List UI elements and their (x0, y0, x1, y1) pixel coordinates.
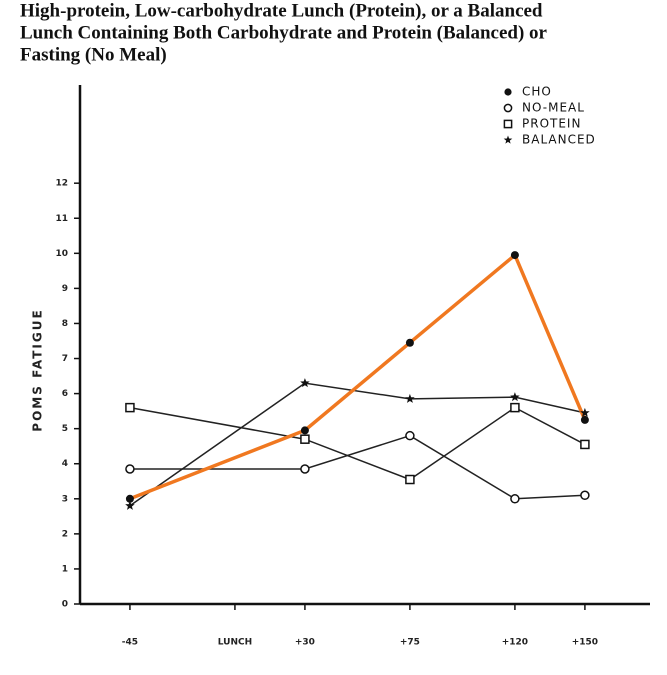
y-tick-label: 7 (62, 354, 68, 364)
x-tick-label: +120 (502, 638, 528, 648)
marker (405, 338, 414, 347)
y-tick-label: 1 (62, 564, 68, 574)
caption-line: Lunch Containing Both Carbohydrate and P… (20, 22, 548, 43)
marker (580, 490, 590, 501)
y-tick-label: 5 (62, 424, 68, 434)
legend-marker (504, 88, 512, 96)
y-tick-label: 11 (55, 214, 68, 224)
marker (300, 464, 310, 474)
y-tick-label: 2 (62, 529, 68, 539)
marker (580, 415, 589, 424)
marker (510, 402, 520, 413)
marker (580, 407, 590, 417)
marker (125, 494, 134, 503)
y-tick-label: 0 (62, 600, 68, 610)
marker (125, 500, 135, 510)
y-axis-label: POMS FATIGUE (31, 308, 45, 431)
marker (300, 434, 310, 444)
legend-marker (503, 103, 513, 113)
caption-line: High-protein, Low-carbohydrate Lunch (Pr… (20, 0, 543, 21)
marker (405, 474, 415, 485)
marker (510, 494, 520, 504)
marker (405, 430, 415, 441)
x-tick-label: +150 (572, 638, 598, 648)
marker (580, 439, 590, 450)
y-tick-label: 9 (62, 284, 68, 294)
x-tick-label: -45 (122, 638, 138, 648)
y-tick-label: 12 (55, 179, 68, 189)
x-tick-label: +75 (400, 638, 420, 648)
y-tick-label: 3 (62, 494, 68, 504)
legend-label: BALANCED (522, 133, 596, 147)
marker (300, 426, 309, 435)
series-line (129, 434, 585, 500)
legend-label: PROTEIN (522, 117, 581, 131)
y-tick-label: 10 (55, 249, 68, 259)
legend-label: NO-MEAL (522, 101, 585, 115)
y-tick-label: 6 (62, 389, 68, 399)
caption-line: Fasting (No Meal) (20, 44, 167, 65)
legend-marker (503, 119, 513, 129)
series-line (129, 382, 586, 507)
marker (405, 393, 415, 403)
legend-label: CHO (522, 85, 552, 99)
marker (125, 402, 135, 413)
legend-marker (503, 135, 513, 144)
series-line (129, 252, 587, 501)
x-tick-label: LUNCH (218, 638, 252, 648)
marker (510, 392, 520, 402)
x-tick-label: +30 (295, 638, 315, 648)
y-tick-label: 4 (62, 459, 68, 469)
y-tick-label: 8 (62, 319, 68, 329)
marker (125, 464, 135, 474)
marker (300, 378, 310, 388)
marker (510, 251, 519, 260)
